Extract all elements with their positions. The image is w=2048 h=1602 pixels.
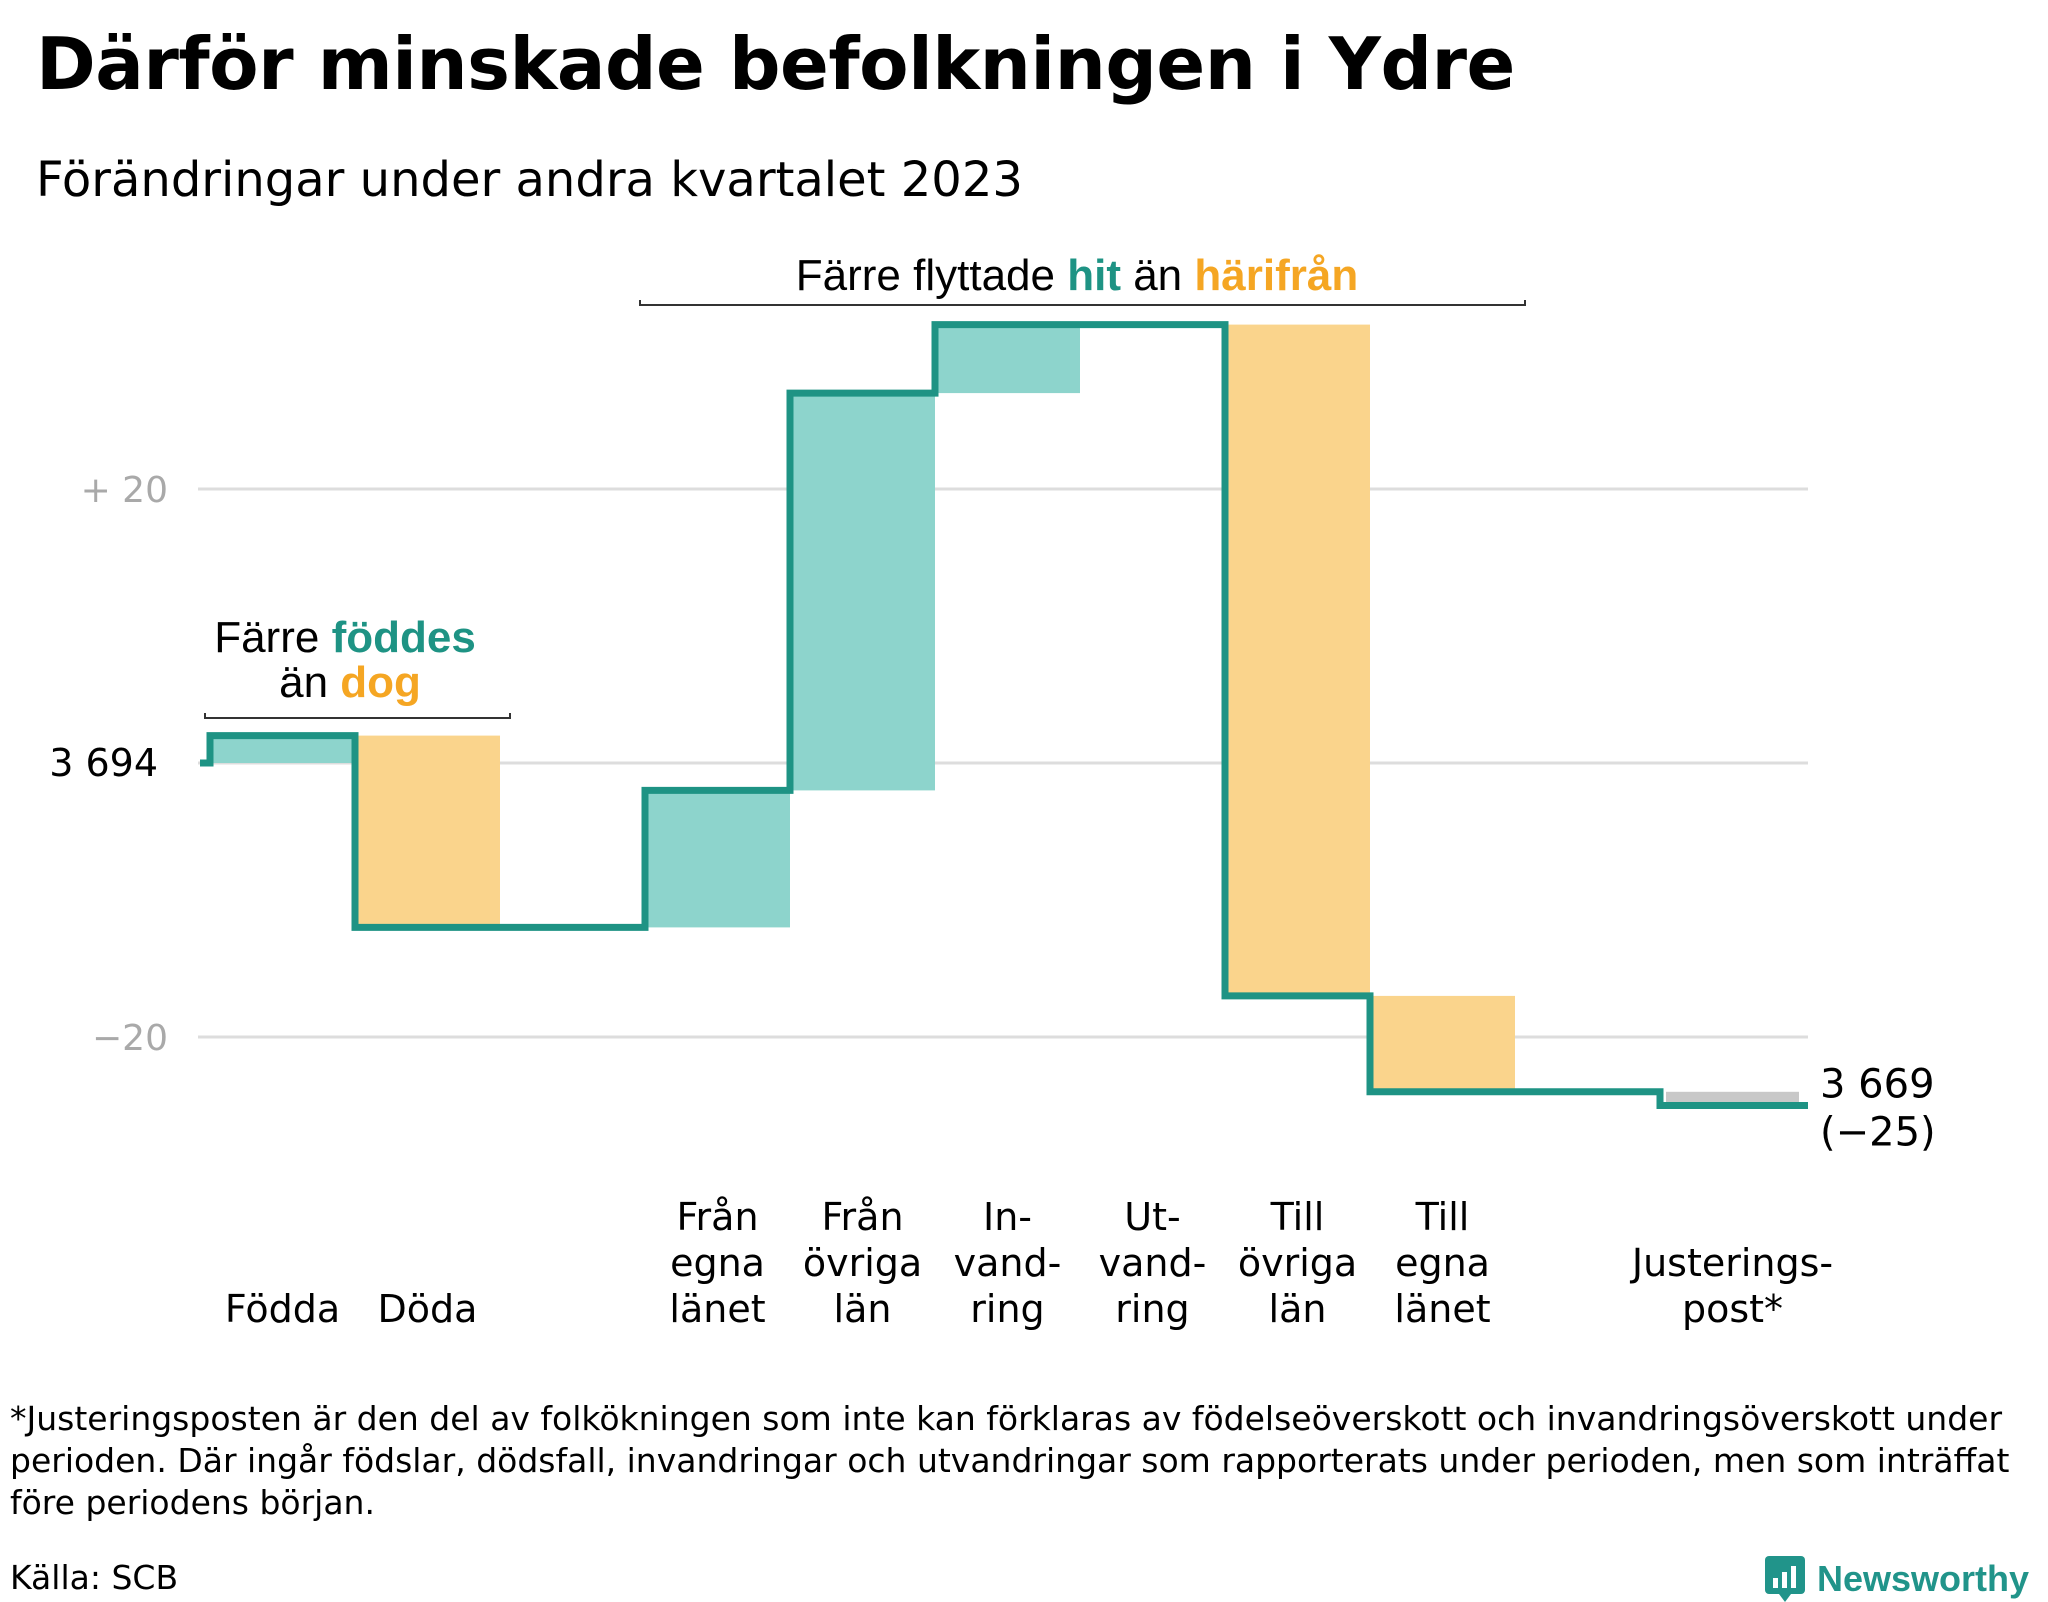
category-label: Till: [1415, 1195, 1470, 1239]
annotation-part: härifrån: [1194, 251, 1358, 300]
end-value-label: 3 669: [1820, 1062, 1935, 1108]
waterfall-bar: [1225, 324, 1370, 996]
category-label: egna: [1395, 1241, 1490, 1285]
category-label: övriga: [803, 1241, 922, 1285]
waterfall-bar: [645, 790, 790, 928]
annotation-part: än: [279, 658, 340, 707]
start-value-label: 3 694: [49, 741, 158, 785]
brand-logo: Newsworthy: [1765, 1556, 2029, 1602]
annotation-migration: Färre flyttade hit än härifrån: [796, 251, 1358, 300]
category-label: ring: [1115, 1287, 1189, 1331]
category-label: ring: [970, 1287, 1044, 1331]
annotation-part: än: [1121, 251, 1194, 300]
newsworthy-logo-icon: [1765, 1556, 1805, 1602]
category-label: Från: [821, 1195, 903, 1239]
chart-title: Därför minskade befolkningen i Ydre: [36, 22, 1515, 106]
annotation-part: Färre: [214, 613, 331, 662]
brand-name: Newsworthy: [1817, 1558, 2030, 1599]
category-label: post*: [1682, 1287, 1783, 1331]
category-label: vand-: [1099, 1241, 1207, 1285]
category-label: Till: [1270, 1195, 1325, 1239]
category-label: län: [1269, 1287, 1327, 1331]
y-tick-label: −20: [92, 1018, 168, 1059]
category-label: Födda: [225, 1287, 340, 1331]
chart-subtitle: Förändringar under andra kvartalet 2023: [36, 152, 1023, 208]
annotation-part: Färre flyttade: [796, 251, 1067, 300]
annotation-bracket: [639, 300, 1526, 306]
annotation-part: dog: [340, 658, 421, 707]
cumulative-step-line: [200, 321, 1808, 1109]
category-label: länet: [669, 1287, 765, 1331]
category-label: Justerings-: [1630, 1241, 1833, 1285]
category-label: In-: [983, 1195, 1032, 1239]
waterfall-bar: [355, 735, 500, 928]
annotation-births-line2: än dog: [279, 658, 421, 707]
category-label: Från: [676, 1195, 758, 1239]
category-label: övriga: [1238, 1241, 1357, 1285]
annotation-part: föddes: [332, 613, 476, 662]
category-label: län: [834, 1287, 892, 1331]
category-label: egna: [670, 1241, 765, 1285]
waterfall-bar: [210, 735, 355, 763]
category-label: vand-: [954, 1241, 1062, 1285]
annotation-bracket: [204, 713, 511, 719]
category-label: Ut-: [1124, 1195, 1180, 1239]
waterfall-bar: [790, 393, 935, 791]
category-label: länet: [1394, 1287, 1490, 1331]
waterfall-bar: [1370, 995, 1515, 1092]
source-credit: Källa: SCB: [10, 1558, 179, 1597]
category-label: Döda: [378, 1287, 478, 1331]
end-change-label: (−25): [1820, 1110, 1936, 1156]
annotation-part: hit: [1067, 251, 1121, 300]
y-tick-label: + 20: [81, 470, 168, 511]
footnote: *Justeringsposten är den del av folkökni…: [10, 1399, 2020, 1522]
waterfall-bar: [935, 324, 1080, 394]
annotation-births-line1: Färre föddes: [214, 613, 476, 662]
